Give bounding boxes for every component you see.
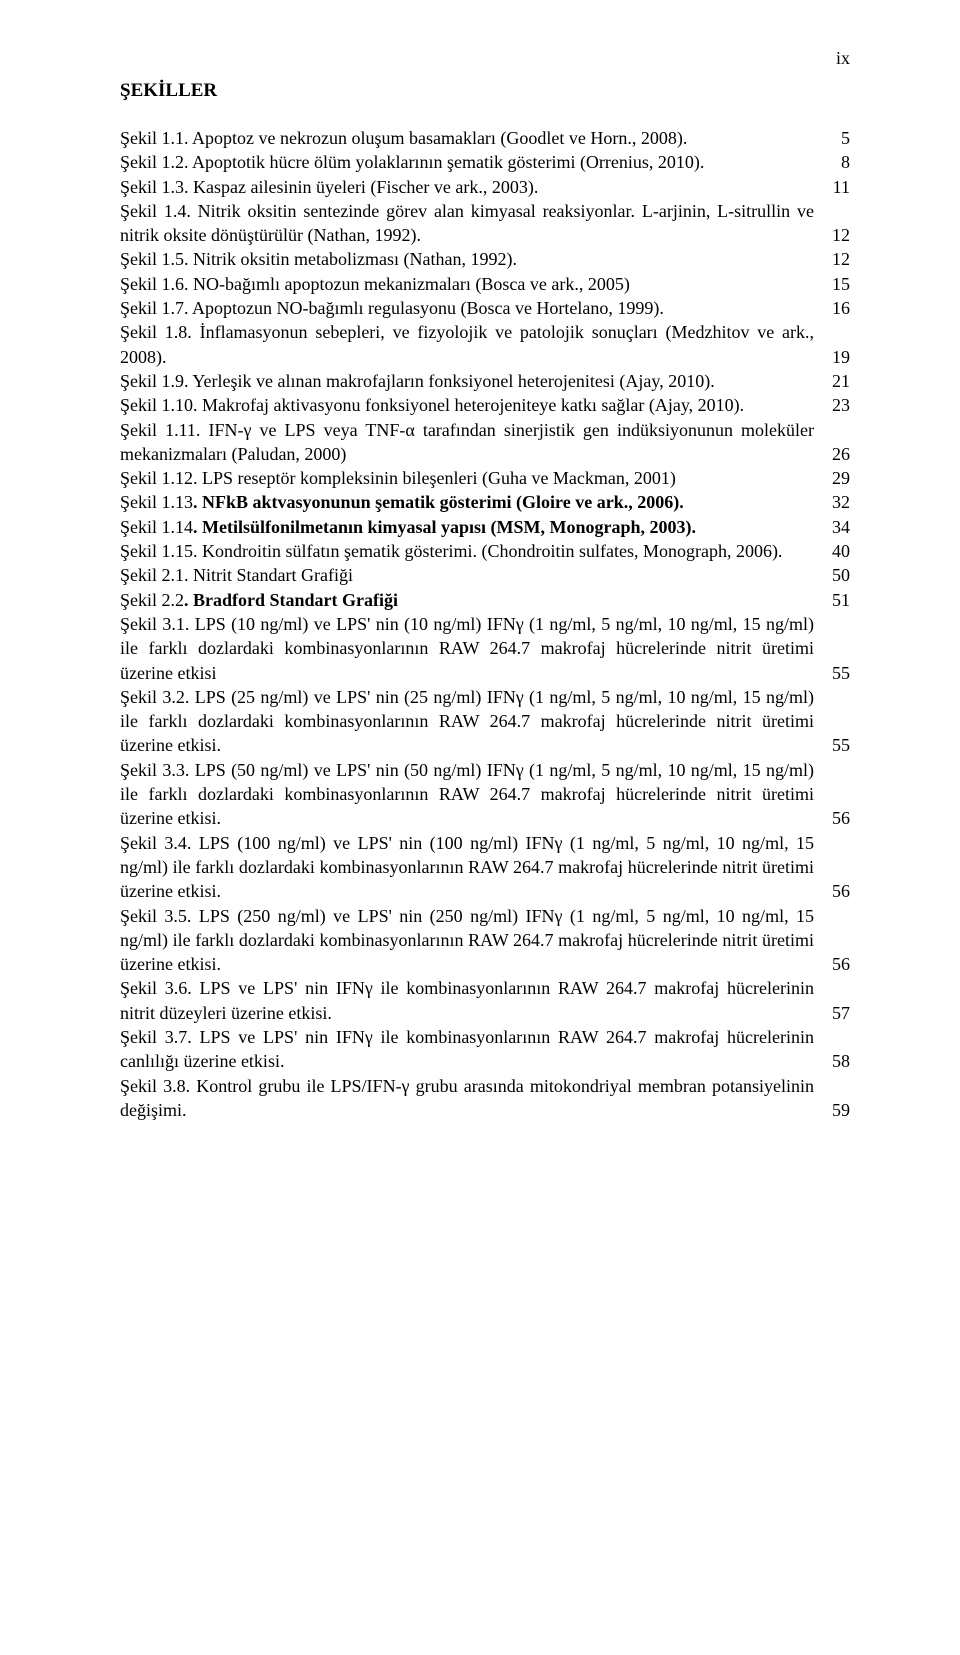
figure-entry-page: 29	[828, 466, 850, 490]
figure-entry: Şekil 3.7. LPS ve LPS' nin IFNγ ile komb…	[120, 1025, 850, 1074]
figure-entry-text: Şekil 1.5. Nitrik oksitin metabolizması …	[120, 247, 828, 271]
figure-entry: Şekil 1.13. NFkB aktvasyonunun şematik g…	[120, 490, 850, 514]
figure-entry-bold-tail: . Bradford Standart Grafiği	[184, 590, 398, 610]
figure-entry-page: 32	[828, 490, 850, 514]
figure-entry: Şekil 1.11. IFN-γ ve LPS veya TNF-α tara…	[120, 418, 850, 467]
figure-entry-bold-tail: . Metilsülfonilmetanın kimyasal yapısı (…	[193, 517, 696, 537]
figure-entry-text: Şekil 3.2. LPS (25 ng/ml) ve LPS' nin (2…	[120, 685, 828, 758]
figure-entry-page: 12	[828, 247, 850, 271]
figure-entry-text: Şekil 1.7. Apoptozun NO-bağımlı regulasy…	[120, 296, 828, 320]
figure-entry-page: 55	[828, 733, 850, 757]
figure-entry: Şekil 3.5. LPS (250 ng/ml) ve LPS' nin (…	[120, 904, 850, 977]
page-number: ix	[836, 48, 850, 69]
figure-entry-page: 40	[828, 539, 850, 563]
figure-entry: Şekil 1.4. Nitrik oksitin sentezinde gör…	[120, 199, 850, 248]
figure-entry-page: 5	[828, 126, 850, 150]
figure-entry: Şekil 3.1. LPS (10 ng/ml) ve LPS' nin (1…	[120, 612, 850, 685]
section-heading: ŞEKİLLER	[120, 80, 850, 102]
figure-entry-text: Şekil 1.12. LPS reseptör kompleksinin bi…	[120, 466, 828, 490]
figure-entry: Şekil 3.6. LPS ve LPS' nin IFNγ ile komb…	[120, 976, 850, 1025]
figure-entry-text: Şekil 1.2. Apoptotik hücre ölüm yolaklar…	[120, 150, 828, 174]
figure-entry-page: 21	[828, 369, 850, 393]
figure-entry-page: 56	[828, 879, 850, 903]
figure-entry-page: 50	[828, 563, 850, 587]
figure-entry-page: 12	[828, 223, 850, 247]
figure-entry-text: Şekil 3.5. LPS (250 ng/ml) ve LPS' nin (…	[120, 904, 828, 977]
figure-entry-text: Şekil 3.8. Kontrol grubu ile LPS/IFN-γ g…	[120, 1074, 828, 1123]
figure-entry: Şekil 1.6. NO-bağımlı apoptozun mekanizm…	[120, 272, 850, 296]
figure-entry-text: Şekil 2.1. Nitrit Standart Grafiği	[120, 563, 828, 587]
figure-entry-text: Şekil 3.6. LPS ve LPS' nin IFNγ ile komb…	[120, 976, 828, 1025]
figure-entry-page: 23	[828, 393, 850, 417]
figure-entry-text: Şekil 1.3. Kaspaz ailesinin üyeleri (Fis…	[120, 175, 828, 199]
figure-entry: Şekil 1.7. Apoptozun NO-bağımlı regulasy…	[120, 296, 850, 320]
figure-entry: Şekil 1.5. Nitrik oksitin metabolizması …	[120, 247, 850, 271]
figure-entry-text: Şekil 3.4. LPS (100 ng/ml) ve LPS' nin (…	[120, 831, 828, 904]
figure-entry-page: 19	[828, 345, 850, 369]
figure-entry: Şekil 2.2. Bradford Standart Grafiği51	[120, 588, 850, 612]
figure-entry-page: 57	[828, 1001, 850, 1025]
figure-entry: Şekil 3.4. LPS (100 ng/ml) ve LPS' nin (…	[120, 831, 850, 904]
figure-entry-text: Şekil 1.13. NFkB aktvasyonunun şematik g…	[120, 490, 828, 514]
figure-entry-page: 58	[828, 1049, 850, 1073]
figure-entry: Şekil 1.10. Makrofaj aktivasyonu fonksiy…	[120, 393, 850, 417]
figure-entry-page: 56	[828, 952, 850, 976]
page-container: ix ŞEKİLLER Şekil 1.1. Apoptoz ve nekroz…	[0, 0, 960, 1202]
figure-entry-text: Şekil 1.4. Nitrik oksitin sentezinde gör…	[120, 199, 828, 248]
figure-entry-text: Şekil 1.6. NO-bağımlı apoptozun mekanizm…	[120, 272, 828, 296]
figure-entry-page: 11	[828, 175, 850, 199]
figure-entry-text: Şekil 1.1. Apoptoz ve nekrozun oluşum ba…	[120, 126, 828, 150]
figure-entry-page: 34	[828, 515, 850, 539]
figure-entry-text: Şekil 3.7. LPS ve LPS' nin IFNγ ile komb…	[120, 1025, 828, 1074]
figure-entry-text: Şekil 1.9. Yerleşik ve alınan makrofajla…	[120, 369, 828, 393]
figure-entry-page: 8	[828, 150, 850, 174]
figure-entry: Şekil 3.3. LPS (50 ng/ml) ve LPS' nin (5…	[120, 758, 850, 831]
figure-entry-page: 15	[828, 272, 850, 296]
figure-entry-page: 26	[828, 442, 850, 466]
figure-entry-text: Şekil 3.3. LPS (50 ng/ml) ve LPS' nin (5…	[120, 758, 828, 831]
figure-entry: Şekil 3.2. LPS (25 ng/ml) ve LPS' nin (2…	[120, 685, 850, 758]
figure-entry: Şekil 1.14. Metilsülfonilmetanın kimyasa…	[120, 515, 850, 539]
figure-entry: Şekil 1.15. Kondroitin sülfatın şematik …	[120, 539, 850, 563]
figure-entry-page: 16	[828, 296, 850, 320]
figure-entry: Şekil 1.1. Apoptoz ve nekrozun oluşum ba…	[120, 126, 850, 150]
figure-entry-page: 59	[828, 1098, 850, 1122]
figure-entry-text: Şekil 1.14. Metilsülfonilmetanın kimyasa…	[120, 515, 828, 539]
figure-entry-text: Şekil 2.2. Bradford Standart Grafiği	[120, 588, 828, 612]
figure-entry-page: 56	[828, 806, 850, 830]
figure-entry-page: 55	[828, 661, 850, 685]
figure-entry-page: 51	[828, 588, 850, 612]
figure-entry: Şekil 2.1. Nitrit Standart Grafiği50	[120, 563, 850, 587]
figure-entry: Şekil 1.9. Yerleşik ve alınan makrofajla…	[120, 369, 850, 393]
figure-entry: Şekil 1.12. LPS reseptör kompleksinin bi…	[120, 466, 850, 490]
figure-entry-text: Şekil 1.10. Makrofaj aktivasyonu fonksiy…	[120, 393, 828, 417]
figure-entry-text: Şekil 1.8. İnflamasyonun sebepleri, ve f…	[120, 320, 828, 369]
figure-list: Şekil 1.1. Apoptoz ve nekrozun oluşum ba…	[120, 126, 850, 1122]
figure-entry: Şekil 1.8. İnflamasyonun sebepleri, ve f…	[120, 320, 850, 369]
figure-entry-text: Şekil 3.1. LPS (10 ng/ml) ve LPS' nin (1…	[120, 612, 828, 685]
figure-entry: Şekil 1.3. Kaspaz ailesinin üyeleri (Fis…	[120, 175, 850, 199]
figure-entry-bold-tail: . NFkB aktvasyonunun şematik gösterimi (…	[193, 492, 684, 512]
figure-entry: Şekil 3.8. Kontrol grubu ile LPS/IFN-γ g…	[120, 1074, 850, 1123]
figure-entry-text: Şekil 1.15. Kondroitin sülfatın şematik …	[120, 539, 828, 563]
figure-entry: Şekil 1.2. Apoptotik hücre ölüm yolaklar…	[120, 150, 850, 174]
figure-entry-text: Şekil 1.11. IFN-γ ve LPS veya TNF-α tara…	[120, 418, 828, 467]
